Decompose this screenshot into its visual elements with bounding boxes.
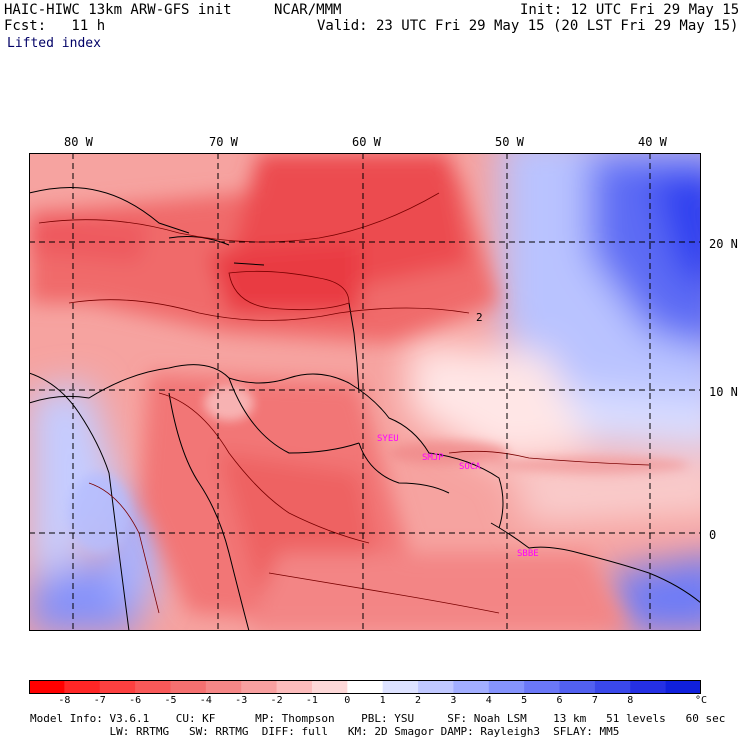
unstable-region-core: [209, 243, 359, 313]
station-soca: SOCA: [459, 462, 481, 472]
model-title: HAIC-HIWC 13km ARW-GFS init: [4, 2, 232, 18]
colorbar-swatch: [29, 680, 65, 694]
colorbar-tick-label: -4: [199, 695, 212, 706]
colorbar-swatch: [135, 680, 171, 694]
colorbar-swatch: [559, 680, 596, 694]
colorbar-swatch: [64, 680, 101, 694]
colorbar-tick-label: 1: [379, 695, 386, 706]
model-info-line2: LW: RRTMG SW: RRTMG DIFF: full KM: 2D Sm…: [30, 725, 620, 738]
coast-puerto-rico: [233, 262, 265, 266]
colorbar-tick-label: 4: [485, 695, 492, 706]
coastlines: [29, 186, 701, 631]
stable-region-pacific: [29, 383, 119, 573]
unstable-region-south: [249, 553, 629, 631]
colorbar-tick-label: -5: [164, 695, 177, 706]
stable-region-deep: [649, 173, 701, 282]
lon-label-60w: 60 W: [352, 135, 381, 149]
colorbar-swatch: [665, 680, 701, 694]
colorbar-tick-label: -1: [305, 695, 318, 706]
lon-label-40w: 40 W: [638, 135, 667, 149]
colorbar-swatch: [276, 680, 313, 694]
colorbar-swatch: [241, 680, 278, 694]
station-smjp: SMJP: [422, 453, 444, 463]
organization-label: NCAR/MMM: [274, 2, 342, 18]
lat-label-20n: 20 N: [709, 237, 738, 251]
lon-label-70w: 70 W: [209, 135, 238, 149]
colorbar-tick-label: -2: [270, 695, 283, 706]
lifted-index-map: 2 SYEU SMJP SOCA SBBE: [29, 153, 701, 631]
colorbar-tick-label: 2: [415, 695, 422, 706]
forecast-hour: Fcst: 11 h: [4, 18, 106, 34]
stable-region-se: [609, 557, 701, 631]
neutral-band-atlantic: [409, 343, 589, 463]
coast-antilles: [348, 302, 360, 394]
colorbar-unit: °C: [694, 695, 708, 706]
colorbar-tick-label: 3: [450, 695, 457, 706]
colorbar-tick-label: -7: [93, 695, 106, 706]
colorbar-tick-label: 6: [556, 695, 563, 706]
coast-central-america: [29, 372, 130, 631]
neutral-band-equator: [509, 464, 701, 523]
valid-time: Valid: 23 UTC Fri 29 May 15 (20 LST Fri …: [317, 18, 739, 34]
lon-label-50w: 50 W: [495, 135, 524, 149]
colorbar-tick-label: 8: [627, 695, 634, 706]
station-syeu: SYEU: [377, 434, 399, 444]
coast-amazon-delta: [490, 522, 701, 604]
border-guianas: [358, 442, 450, 494]
colorbar-swatch: [418, 680, 454, 694]
unstable-region-west: [29, 213, 149, 263]
colorbar-swatch: [524, 680, 561, 694]
lat-label-equator: 0: [709, 528, 717, 542]
model-info-line1: Model Info: V3.6.1 CU: KF MP: Thompson P…: [30, 712, 726, 725]
colorbar-tick-label: -6: [129, 695, 142, 706]
colorbar-tick-label: -8: [58, 695, 71, 706]
init-time: Init: 12 UTC Fri 29 May 15: [520, 2, 740, 18]
contour-value-label: 2: [476, 311, 483, 324]
coast-hispaniola: [168, 236, 230, 246]
colorbar-tick-label: 5: [521, 695, 528, 706]
station-sbbe: SBBE: [517, 549, 539, 559]
lat-lon-grid: [29, 153, 701, 631]
border-andes: [168, 392, 250, 631]
colorbar-swatches: [29, 680, 701, 694]
colorbar-swatch: [453, 680, 490, 694]
colorbar-swatch: [594, 680, 631, 694]
colorbar-swatch: [382, 680, 419, 694]
colorbar-swatch: [630, 680, 667, 694]
colorbar-swatch: [205, 680, 242, 694]
colorbar-swatch: [347, 680, 384, 694]
lat-label-10n: 10 N: [709, 385, 738, 399]
colorbar-swatch: [311, 680, 348, 694]
lon-label-80w: 80 W: [64, 135, 93, 149]
colorbar-tick-label: 0: [344, 695, 351, 706]
colorbar-tick-label: -3: [235, 695, 248, 706]
border-venezuela: [228, 377, 360, 454]
station-labels: SYEU SMJP SOCA SBBE: [377, 434, 539, 559]
colorbar-swatch: [170, 680, 207, 694]
colorbar-tick-label: 7: [591, 695, 598, 706]
coast-south-america-north: [29, 364, 504, 529]
map-border: [29, 153, 701, 631]
colorbar: [29, 680, 701, 694]
colorbar-swatch: [488, 680, 525, 694]
colorbar-swatch: [99, 680, 136, 694]
coast-cuba: [29, 186, 190, 234]
field-name: Lifted index: [7, 36, 101, 51]
